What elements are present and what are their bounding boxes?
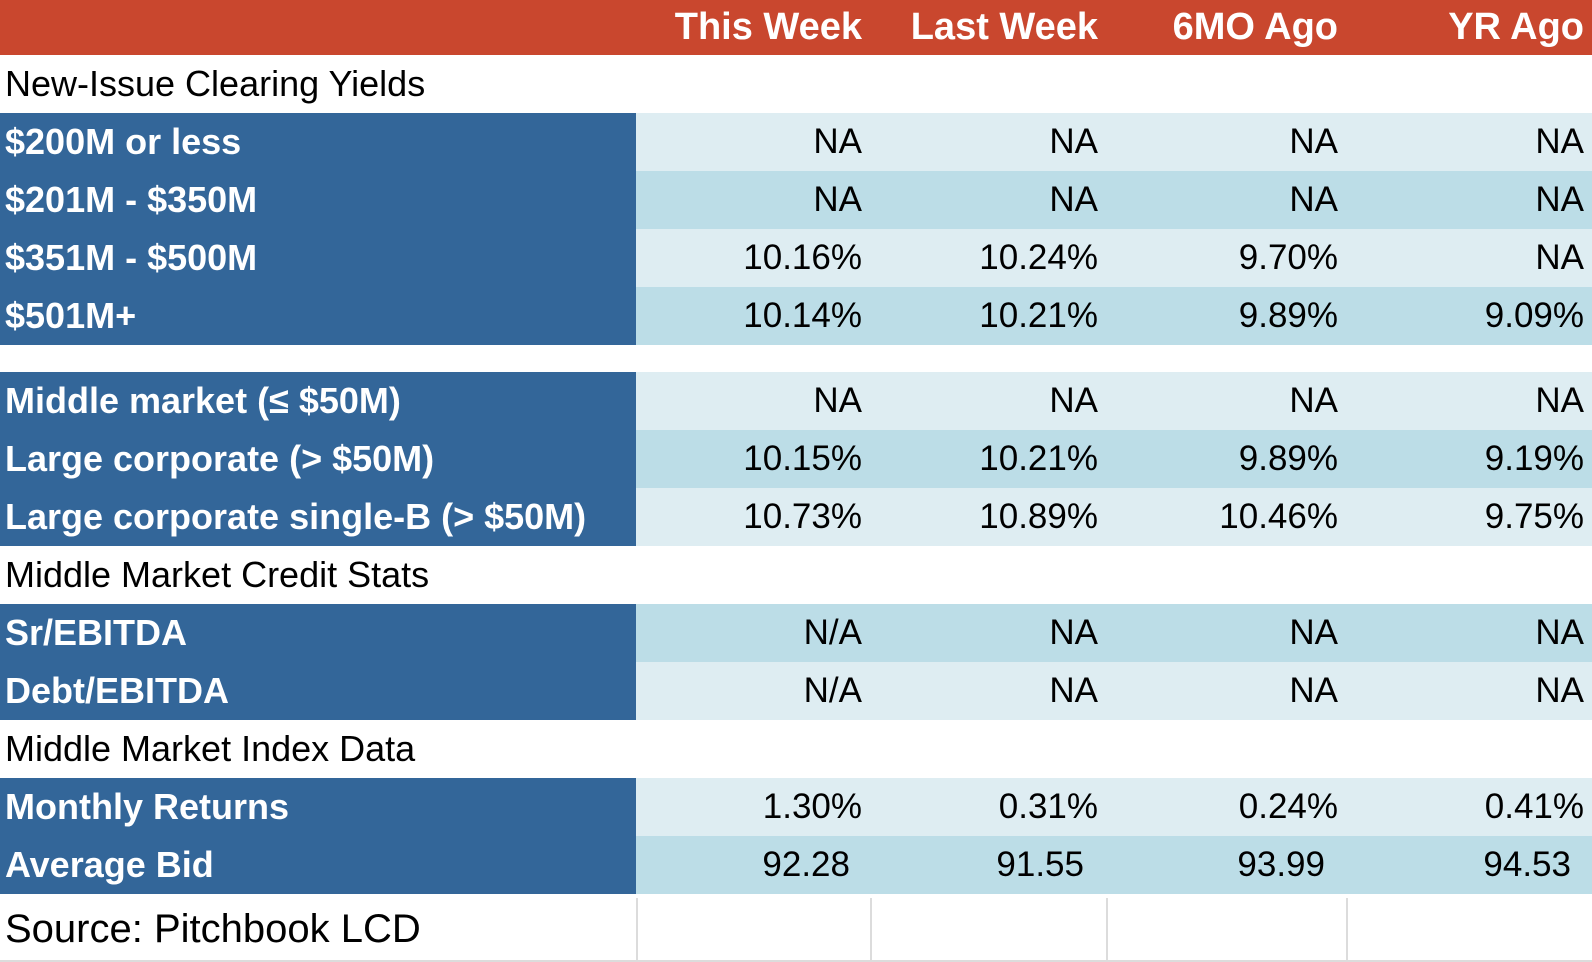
value-this-week: 92.28 (762, 845, 850, 884)
value-yr-ago: NA (1535, 671, 1584, 710)
value-last-week: 10.21% (979, 296, 1098, 335)
value-last-week: 10.21% (979, 439, 1098, 478)
row-label: $501M+ (0, 287, 636, 345)
table-row: $501M+ 10.14% 10.21% 9.89% 9.09% (0, 287, 1592, 345)
value-this-week: NA (813, 381, 862, 420)
value-yr-ago: 9.19% (1484, 439, 1584, 478)
table-row: Debt/EBITDA N/A NA NA NA (0, 662, 1592, 720)
value-last-week: NA (1049, 613, 1098, 652)
section-middle-market-credit-stats: Middle Market Credit Stats (0, 546, 1592, 604)
row-label: Average Bid (0, 836, 636, 894)
row-label: $200M or less (0, 113, 636, 171)
value-this-week: 1.30% (762, 787, 862, 826)
row-label: $201M - $350M (0, 171, 636, 229)
row-label: Large corporate (> $50M) (0, 430, 636, 488)
value-yr-ago: 9.09% (1484, 296, 1584, 335)
source-note: Source: Pitchbook LCD (0, 898, 636, 962)
section-title: Middle Market Credit Stats (5, 554, 430, 595)
value-this-week: N/A (803, 671, 862, 710)
value-yr-ago: NA (1535, 122, 1584, 161)
table-row: Monthly Returns 1.30% 0.31% 0.24% 0.41% (0, 778, 1592, 836)
table-row: Average Bid 92.28 91.55 93.99 94.53 (0, 836, 1592, 894)
row-label: Large corporate single-B (> $50M) (0, 488, 636, 546)
value-this-week: 10.15% (743, 439, 862, 478)
section-new-issue-clearing-yields: New-Issue Clearing Yields (0, 55, 1592, 113)
value-this-week: NA (813, 180, 862, 219)
value-6mo-ago: 93.99 (1237, 845, 1325, 884)
value-this-week: N/A (803, 613, 862, 652)
empty-cell (636, 898, 870, 962)
header-yr-ago: YR Ago (1448, 6, 1584, 48)
value-last-week: 91.55 (996, 845, 1084, 884)
value-yr-ago: 94.53 (1483, 845, 1571, 884)
empty-cell (1346, 898, 1592, 962)
value-yr-ago: NA (1535, 613, 1584, 652)
header-last-week: Last Week (910, 6, 1098, 48)
header-6mo-ago: 6MO Ago (1172, 6, 1338, 48)
value-last-week: NA (1049, 671, 1098, 710)
footer-row: Source: Pitchbook LCD (0, 898, 1592, 962)
value-last-week: NA (1049, 381, 1098, 420)
table-row: Sr/EBITDA N/A NA NA NA (0, 604, 1592, 662)
table-row: Middle market (≤ $50M) NA NA NA NA (0, 372, 1592, 430)
row-label: Middle market (≤ $50M) (0, 372, 636, 430)
table-row: Large corporate single-B (> $50M) 10.73%… (0, 488, 1592, 546)
value-last-week: 0.31% (998, 787, 1098, 826)
value-this-week: 10.14% (743, 296, 862, 335)
value-6mo-ago: 9.89% (1238, 439, 1338, 478)
header-row: This Week Last Week 6MO Ago YR Ago (0, 0, 1592, 55)
row-label: Monthly Returns (0, 778, 636, 836)
value-6mo-ago: NA (1289, 671, 1338, 710)
value-yr-ago: NA (1535, 381, 1584, 420)
value-6mo-ago: NA (1289, 613, 1338, 652)
value-last-week: 10.24% (979, 238, 1098, 277)
value-6mo-ago: NA (1289, 381, 1338, 420)
value-last-week: NA (1049, 180, 1098, 219)
value-last-week: 10.89% (979, 497, 1098, 536)
value-yr-ago: 0.41% (1484, 787, 1584, 826)
row-label: $351M - $500M (0, 229, 636, 287)
empty-cell (870, 898, 1106, 962)
table-row: Large corporate (> $50M) 10.15% 10.21% 9… (0, 430, 1592, 488)
value-6mo-ago: 10.46% (1219, 497, 1338, 536)
row-label: Debt/EBITDA (0, 662, 636, 720)
spacer-row (0, 345, 1592, 372)
section-middle-market-index-data: Middle Market Index Data (0, 720, 1592, 778)
table-row: $200M or less NA NA NA NA (0, 113, 1592, 171)
value-this-week: NA (813, 122, 862, 161)
value-6mo-ago: 0.24% (1238, 787, 1338, 826)
value-6mo-ago: 9.89% (1238, 296, 1338, 335)
value-yr-ago: NA (1535, 238, 1584, 277)
header-this-week: This Week (674, 6, 862, 48)
table-row: $201M - $350M NA NA NA NA (0, 171, 1592, 229)
value-yr-ago: NA (1535, 180, 1584, 219)
header-label (0, 0, 636, 55)
section-title: New-Issue Clearing Yields (5, 63, 426, 104)
value-6mo-ago: 9.70% (1238, 238, 1338, 277)
value-this-week: 10.16% (743, 238, 862, 277)
value-6mo-ago: NA (1289, 122, 1338, 161)
value-this-week: 10.73% (743, 497, 862, 536)
empty-cell (1106, 898, 1346, 962)
table-row: $351M - $500M 10.16% 10.24% 9.70% NA (0, 229, 1592, 287)
value-6mo-ago: NA (1289, 180, 1338, 219)
value-last-week: NA (1049, 122, 1098, 161)
section-title: Middle Market Index Data (5, 728, 416, 769)
row-label: Sr/EBITDA (0, 604, 636, 662)
value-yr-ago: 9.75% (1484, 497, 1584, 536)
